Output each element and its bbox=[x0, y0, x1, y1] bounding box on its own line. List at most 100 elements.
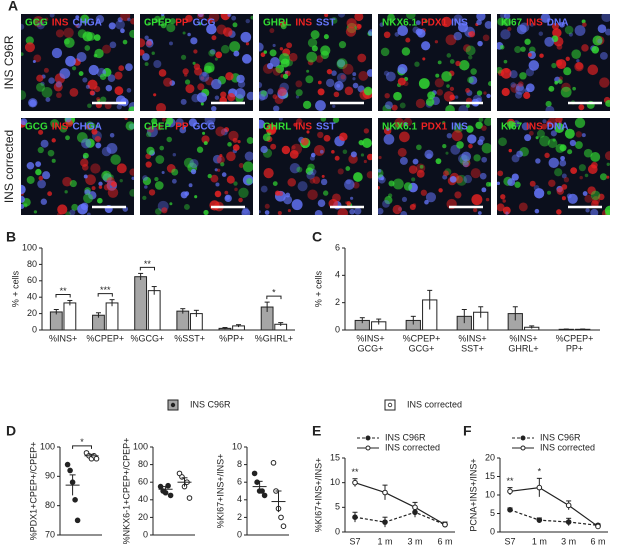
cell bbox=[551, 62, 557, 69]
cell bbox=[320, 118, 327, 122]
cell bbox=[445, 151, 449, 155]
cell bbox=[199, 71, 210, 82]
cell bbox=[598, 193, 605, 201]
cell bbox=[334, 81, 344, 91]
cell bbox=[154, 208, 162, 215]
cell bbox=[21, 90, 27, 101]
cell bbox=[325, 78, 335, 88]
cell bbox=[166, 136, 173, 143]
cell bbox=[100, 96, 107, 103]
cell bbox=[409, 203, 416, 211]
cell bbox=[497, 17, 506, 26]
cell bbox=[227, 142, 232, 147]
cell bbox=[263, 168, 274, 179]
cell bbox=[238, 163, 244, 169]
cell bbox=[207, 173, 212, 179]
cell bbox=[575, 131, 583, 138]
cell bbox=[401, 196, 408, 202]
series-line bbox=[354, 482, 446, 526]
cell bbox=[63, 38, 70, 45]
cell bbox=[51, 158, 56, 163]
cell bbox=[23, 203, 28, 208]
cell bbox=[107, 74, 116, 82]
x-tick-label: %CPEP+ bbox=[86, 333, 124, 343]
cell bbox=[437, 60, 442, 65]
cell bbox=[116, 163, 127, 174]
cells bbox=[21, 118, 134, 215]
cell bbox=[296, 118, 303, 125]
cell bbox=[337, 59, 346, 68]
cell bbox=[105, 84, 113, 92]
cell bbox=[206, 120, 214, 128]
cell bbox=[279, 47, 284, 51]
x-tick-label: S7 bbox=[349, 536, 360, 546]
cell bbox=[161, 207, 168, 214]
cell bbox=[366, 171, 372, 179]
y-tick-label: 20 bbox=[485, 452, 495, 462]
point bbox=[536, 517, 543, 523]
cell bbox=[223, 27, 233, 37]
cell bbox=[479, 172, 487, 180]
cell bbox=[331, 70, 337, 76]
cell bbox=[75, 15, 80, 20]
cell bbox=[529, 180, 536, 187]
cell bbox=[599, 51, 608, 60]
cell bbox=[486, 93, 491, 99]
point bbox=[157, 483, 164, 490]
cell bbox=[161, 170, 165, 175]
cell bbox=[380, 177, 385, 181]
cell bbox=[315, 100, 326, 111]
cell bbox=[306, 51, 318, 63]
cell bbox=[488, 182, 491, 187]
y-tick-label: 40 bbox=[138, 494, 148, 504]
cell bbox=[147, 125, 155, 133]
y-tick-label: 10 bbox=[330, 477, 340, 487]
cell bbox=[383, 31, 391, 39]
cell bbox=[21, 23, 25, 30]
cell bbox=[317, 88, 325, 96]
cell bbox=[91, 128, 98, 135]
cell bbox=[106, 177, 115, 186]
cell bbox=[477, 40, 483, 47]
cell bbox=[574, 61, 584, 72]
cell bbox=[463, 44, 471, 53]
cell bbox=[87, 79, 98, 90]
cell bbox=[541, 123, 548, 130]
cell bbox=[38, 129, 44, 135]
cell bbox=[226, 175, 235, 184]
x-tick-label: %SST+ bbox=[174, 333, 205, 343]
cell bbox=[403, 122, 408, 127]
bar bbox=[147, 290, 161, 331]
cell bbox=[535, 136, 539, 140]
y-tick-label: 100 bbox=[133, 441, 148, 451]
legend-marker bbox=[365, 445, 371, 451]
cell bbox=[515, 83, 524, 92]
cell bbox=[169, 18, 176, 25]
cell bbox=[560, 155, 565, 161]
cell bbox=[539, 53, 544, 58]
cell bbox=[81, 138, 92, 149]
cell bbox=[277, 87, 287, 97]
stain-label: SST bbox=[316, 122, 335, 133]
y-tick-label: 6 bbox=[237, 477, 242, 487]
cell bbox=[65, 55, 76, 67]
cell bbox=[380, 47, 390, 57]
cell bbox=[216, 155, 225, 164]
cell bbox=[470, 68, 477, 75]
cell bbox=[599, 173, 607, 181]
cell bbox=[401, 47, 411, 56]
cell bbox=[272, 94, 278, 100]
cell bbox=[272, 67, 281, 76]
cell bbox=[296, 166, 303, 173]
cells bbox=[142, 118, 253, 215]
cell bbox=[331, 150, 335, 154]
cell bbox=[35, 161, 42, 168]
cell bbox=[125, 63, 133, 71]
cell bbox=[310, 152, 316, 158]
y-tick-label: 10 bbox=[232, 441, 242, 451]
cell bbox=[108, 22, 116, 30]
cell bbox=[85, 84, 90, 89]
cell bbox=[190, 37, 198, 45]
cell bbox=[581, 44, 589, 52]
significance: ** bbox=[506, 476, 514, 486]
